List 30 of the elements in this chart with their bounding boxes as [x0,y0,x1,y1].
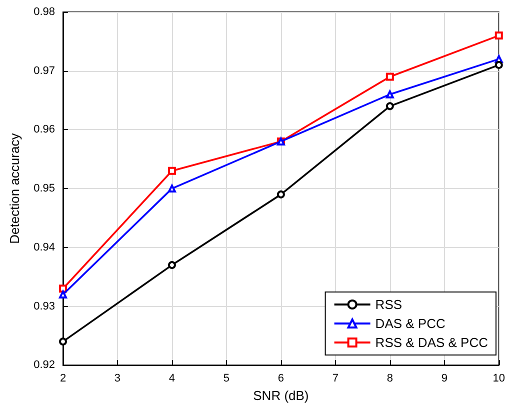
point [386,90,394,98]
point [386,72,394,81]
point [276,190,285,198]
point [168,166,176,175]
y-tick-label: 0.97 [34,64,55,77]
point [386,102,394,110]
x-tick-label: 2 [60,372,66,385]
x-tick-label: 7 [332,372,338,385]
legend-label: RSS [375,297,402,312]
y-tick-label: 0.92 [34,359,55,372]
x-tick-label: 8 [386,372,393,385]
legend-label: RSS & DAS & PCC [375,335,488,350]
y-axis-title: Detection accuracy [7,132,22,244]
point [494,60,503,69]
y-tick-label: 0.94 [34,241,55,254]
y-tick-label: 0.93 [34,300,55,312]
x-tick-label: 5 [223,372,230,385]
point [494,32,503,40]
x-tick-label: 6 [278,372,284,385]
x-tick-label: 9 [441,372,448,385]
x-tick-label: 10 [492,372,506,385]
point [59,338,67,346]
x-tick-label: 4 [168,372,176,385]
point [168,261,176,270]
x-tick-label: 3 [114,372,121,385]
y-tick-label: 0.96 [34,124,55,136]
y-tick-label: 0.98 [34,6,55,18]
y-tick-label: 0.95 [34,182,55,195]
legend-label: DAS & PCC [375,316,446,331]
x-axis-title: SNR (dB) [253,388,309,403]
